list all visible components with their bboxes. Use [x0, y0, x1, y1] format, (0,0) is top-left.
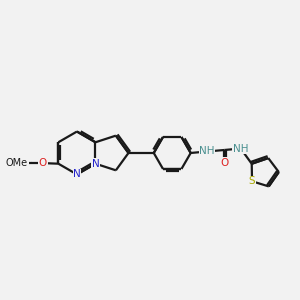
Text: NH: NH [199, 146, 215, 157]
Text: NH: NH [233, 143, 248, 154]
Text: S: S [249, 176, 255, 186]
Text: methoxy: methoxy [29, 162, 36, 163]
Text: N: N [92, 159, 99, 169]
Text: O: O [220, 158, 229, 167]
Text: O: O [39, 158, 47, 168]
Text: N: N [73, 169, 81, 179]
Text: OMe: OMe [6, 158, 28, 168]
